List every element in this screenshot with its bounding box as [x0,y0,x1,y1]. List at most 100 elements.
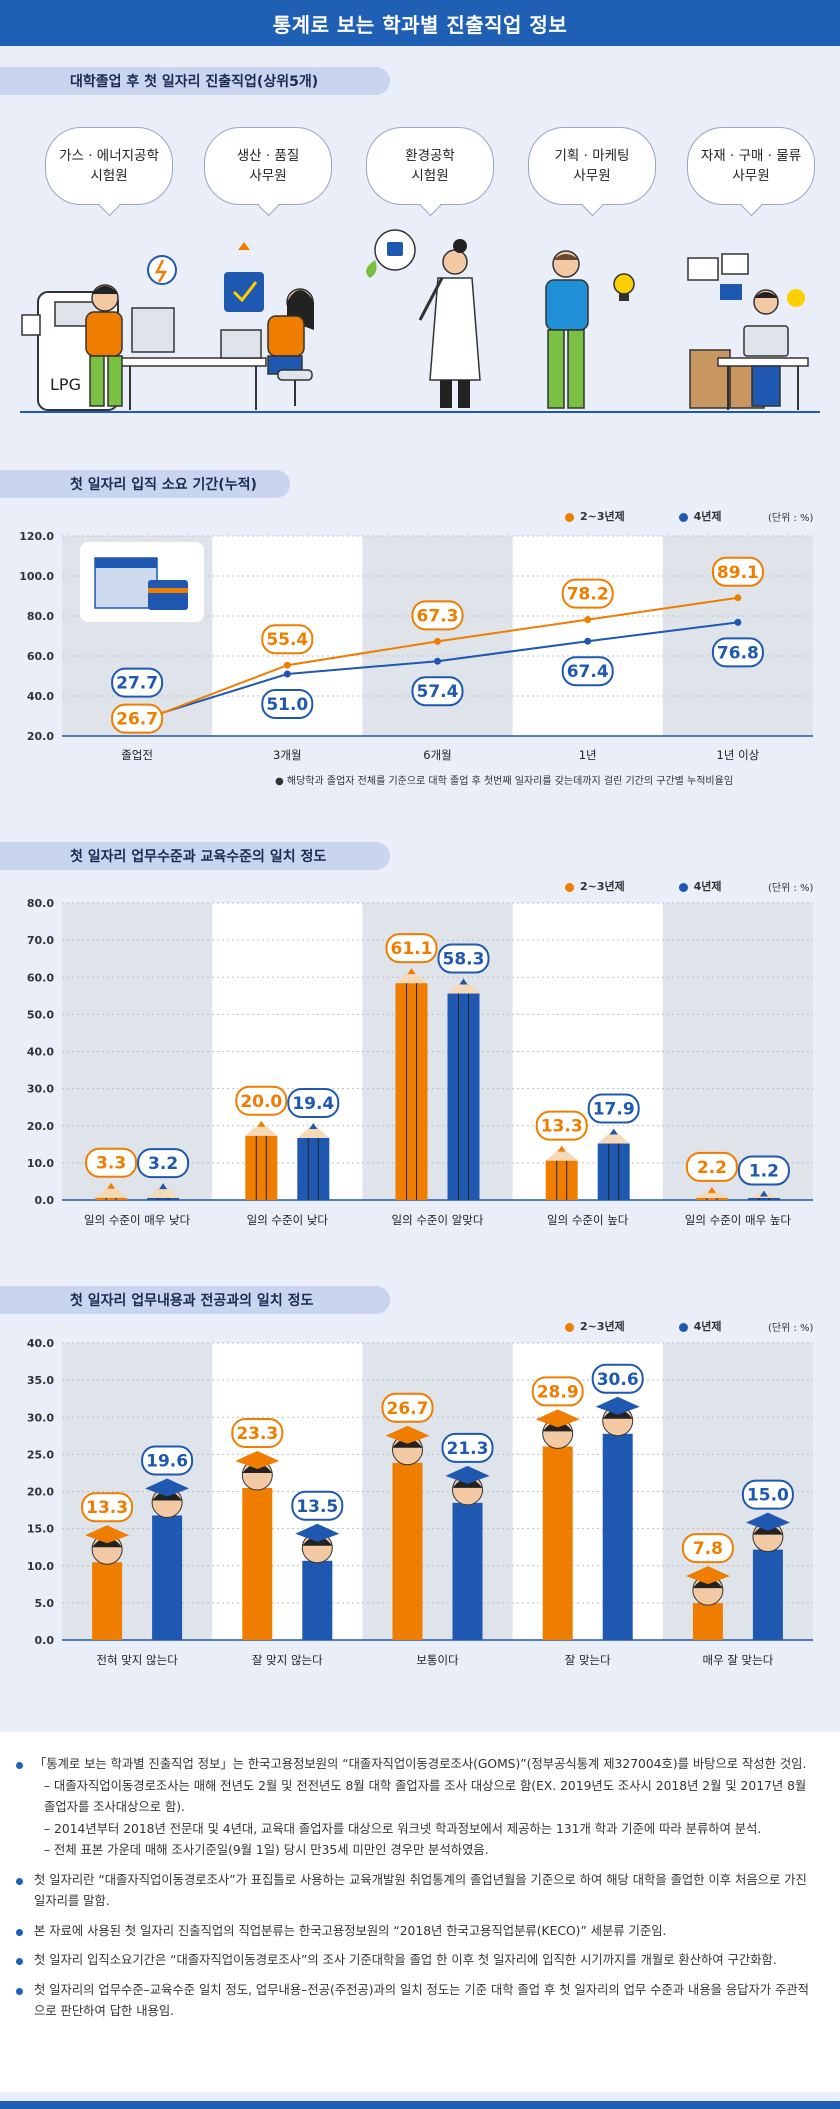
legend-major: 2~3년제 4년제 [565,1318,750,1334]
note-1b-text: – 2014년부터 2018년 전문대 및 4년대, 교육대 졸업자를 대상으로… [44,1821,762,1836]
scientist-icon [366,229,481,408]
major-label-s1-4-box [681,1533,734,1564]
bar-chart-major-match: 0.0 5.0 10.0 15.0 20.0 25.0 30.0 35.0 40.0 전혀 맞지 … [27,1337,813,1667]
level-bar-s2-0 [147,1198,180,1200]
level-bar-s1-4 [695,1198,728,1200]
graduate-cap-icon-s2-2 [445,1465,490,1484]
major-ytick-4: 20.0 [27,1486,54,1499]
major-ytick-5: 25.0 [27,1448,54,1461]
note-3-text: 본 자료에 사용된 첫 일자리 진출직업의 직업분류는 한국고용정보원의 “20… [34,1923,667,1938]
major-label-s2-0-box [141,1445,194,1476]
major-label-s2-3-box [591,1363,644,1394]
major-xtick-1: 잘 맞지 않는다 [252,1653,323,1667]
major-bar-s1-3 [542,1446,573,1640]
major-ytick-7: 35.0 [27,1374,54,1387]
office-workers-icon [85,242,314,410]
legend-duration: 2~3년제 4년제 [565,508,750,524]
job-bubble-5: 자재 · 구매 · 물류 사무원 [687,127,815,205]
duration-point-s1-2 [434,637,441,645]
major-label-s1-4: 7.8 [693,1539,723,1559]
lpg-label: LPG [50,375,81,394]
level-label-s1-3-box [535,1110,588,1141]
note-4: 첫 일자리 입직소요기간은 “대졸자직업이동경로조사”의 조사 기준대학을 졸업… [16,1950,816,1972]
duration-label-s1-2: 67.3 [417,606,459,626]
graduate-cap-icon-s1-3 [535,1409,580,1428]
major-label-s2-1: 13.5 [296,1497,338,1517]
graduate-cap-icon-s2-1 [295,1523,340,1542]
level-ytick-2: 20.0 [27,1120,54,1133]
level-label-s1-4-box [685,1151,738,1182]
duration-point-s2-1 [283,670,291,678]
level-ytick-1: 10.0 [27,1157,54,1170]
section-title-duration: 첫 일자리 입직 소요 기간(누적) [0,470,290,498]
duration-ytick-5: 120.0 [19,530,54,543]
level-ytick-6: 60.0 [27,971,54,984]
level-bar-s2-4 [747,1198,780,1200]
level-label-s2-4: 1.2 [749,1162,779,1182]
major-ytick-2: 10.0 [27,1560,54,1573]
duration-label-s1-1-box [261,624,314,655]
level-ytick-5: 50.0 [27,1008,54,1021]
level-label-s1-1: 20.0 [240,1092,282,1112]
duration-label-s2-0-box [111,667,164,698]
level-label-s1-4: 2.2 [697,1158,727,1178]
duration-xtick-4: 1년 이상 [717,748,760,762]
level-bar-point-s1-4 [707,1186,716,1193]
footnote-duration: ● 해당학과 졸업자 전체를 기준으로 대학 졸업 후 첫번째 일자리를 갖는데… [275,776,734,787]
unit-label-1: (단위 : %) [768,513,814,524]
duration-ytick-2: 60.0 [27,650,54,663]
level-ytick-8: 80.0 [27,897,54,910]
note-1-text: 「통계로 보는 학과별 진출직업 정보」는 한국고용정보원의 “대졸자직업이동경… [34,1757,807,1771]
level-xtick-2: 일의 수준이 알맞다 [392,1213,484,1227]
graduate-cap-icon-s1-1 [235,1450,280,1469]
level-ytick-7: 70.0 [27,934,54,947]
level-bar-tip-s2-0 [147,1184,180,1198]
duration-xtick-3: 1년 [579,748,597,762]
major-bar-s2-2 [452,1502,483,1640]
duration-point-s2-2 [434,657,441,665]
level-bar-point-s2-4 [759,1190,768,1197]
level-bar-s1-2 [395,983,428,1200]
graduate-cap-icon-s1-4 [685,1566,730,1585]
level-label-s2-1: 19.4 [292,1094,334,1114]
major-label-s2-0: 19.6 [146,1451,188,1471]
section-title-level-match: 첫 일자리 업무수준과 교육수준의 일치 정도 [0,842,390,870]
level-bar-tip-s1-3 [545,1146,578,1161]
legend-dot-blue [678,512,688,522]
note-2-text: 첫 일자리란 “대졸자직업이동경로조사”가 표집틀로 사용하는 교육개발원 취업… [34,1872,807,1909]
purchaser-icon [687,253,809,410]
graduate-cap-icon-s2-0 [145,1478,190,1497]
duration-label-s2-2-box [411,676,464,707]
duration-label-s2-1: 51.0 [266,695,308,715]
graduate-cap-icon-s2-4 [745,1512,790,1531]
duration-point-s2-3 [584,637,592,645]
level-xtick-3: 일의 수준이 높다 [547,1213,629,1227]
major-xtick-2: 보통이다 [416,1653,459,1667]
level-ytick-4: 40.0 [27,1046,54,1059]
major-xtick-4: 매우 잘 맞는다 [703,1653,774,1667]
duration-label-s2-4: 76.8 [717,643,759,663]
duration-label-s1-2-box [411,600,464,631]
major-ytick-1: 5.0 [35,1597,55,1610]
major-bar-s2-3 [602,1433,633,1640]
bar-chart-level-match: 0.0 10.0 20.0 30.0 40.0 50.0 60.0 70.0 80.0 일의 수준… [27,897,813,1227]
duration-label-s1-4-box [711,556,764,587]
section-title-jobs: 대학졸업 후 첫 일자리 진출직업(상위5개) [0,67,390,95]
level-bar-s1-3 [545,1160,578,1200]
graduate-cap-icon-s1-2 [385,1425,430,1444]
level-xtick-4: 일의 수준이 매우 높다 [685,1213,792,1227]
major-label-s1-0: 13.3 [86,1498,128,1518]
duration-label-s1-1: 55.4 [266,630,308,650]
level-bar-s1-1 [245,1135,278,1200]
marketer-icon [545,250,635,409]
level-label-s1-3: 13.3 [541,1117,583,1137]
duration-label-s2-0: 27.7 [116,674,158,694]
note-4-text: 첫 일자리 입직소요기간은 “대졸자직업이동경로조사”의 조사 기준대학을 졸업… [34,1953,777,1968]
duration-ytick-0: 20.0 [27,730,54,743]
duration-ytick-3: 80.0 [27,610,54,623]
level-label-s1-0: 3.3 [96,1154,126,1174]
level-ytick-3: 30.0 [27,1083,54,1096]
major-label-s2-3: 30.6 [597,1370,639,1390]
legend-dot-blue [678,882,688,892]
duration-label-s1-4: 89.1 [717,563,759,583]
